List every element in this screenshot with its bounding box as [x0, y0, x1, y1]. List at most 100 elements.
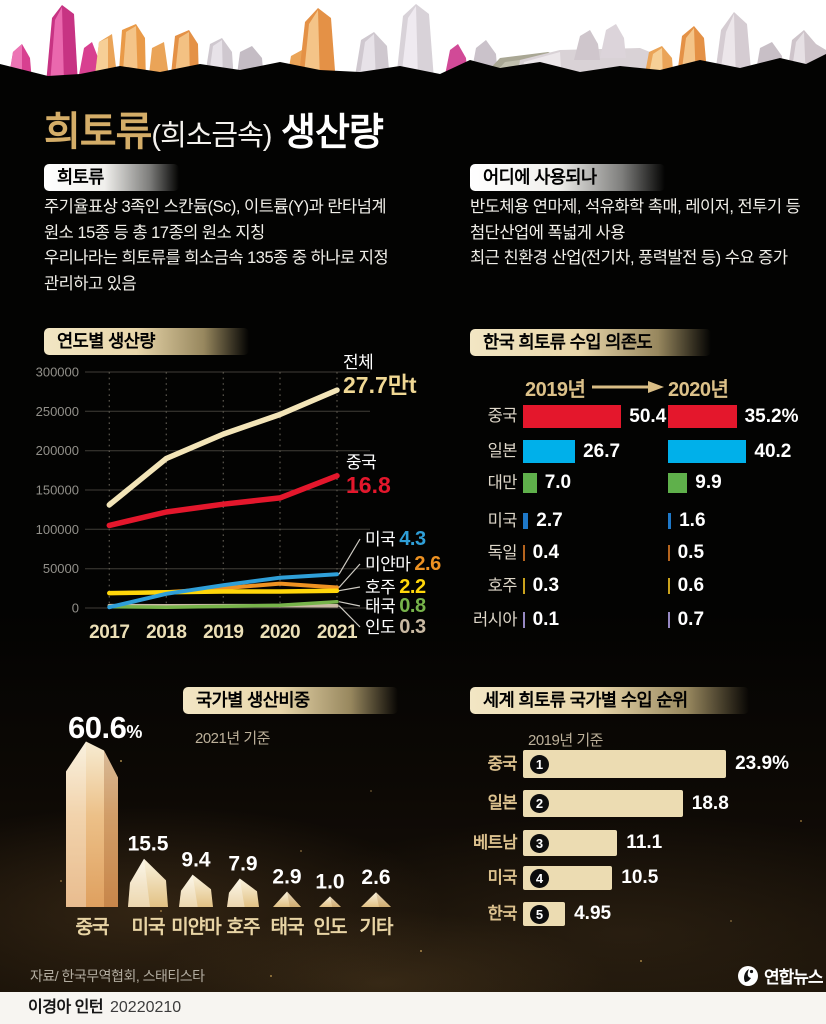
- x-axis-label: 2020: [260, 622, 300, 643]
- bar-2019: [523, 612, 525, 628]
- rank-number-badge: 1: [530, 754, 549, 774]
- ranking-bar: 2: [523, 790, 683, 817]
- legend-item: 태국 0.8: [365, 595, 426, 617]
- bar-2020: [668, 513, 672, 529]
- crystal-cluster-gray-2: [354, 4, 498, 82]
- value-2019: 26.7: [583, 441, 621, 462]
- legend-item: 미얀마 2.6: [365, 553, 441, 575]
- ranking-row: 한국 5 4.95: [470, 902, 826, 926]
- production-share-crystal-chart: 15.5 9.4 7.9 2.9 1.0 2.6: [66, 741, 391, 907]
- line-series-2: [107, 572, 339, 610]
- ranking-row: 중국 1 23.9%: [470, 750, 826, 778]
- country-label: 일본: [487, 794, 518, 812]
- bar-2020: [668, 578, 670, 594]
- country-label: 미국: [487, 869, 518, 887]
- crystal-cluster-pink-left: [8, 5, 100, 84]
- ranking-subtitle: 2019년 기준: [528, 732, 603, 749]
- bar-2019: [523, 473, 537, 493]
- x-axis-label: 2021: [317, 622, 358, 643]
- china-share-value: 60.6%: [68, 710, 142, 746]
- value-2019: 0.3: [532, 575, 560, 596]
- crystal-bar-미얀마: [179, 874, 213, 907]
- annual-production-line-chart: 0 50000 100000 150000 200000 250000 300000 2017…: [36, 353, 442, 643]
- value-2020: 1.6: [679, 510, 706, 531]
- section-production-share: 국가별 생산비중 2021년 기준 60.6% 15.5 9.4 7.9 2: [30, 680, 462, 950]
- line-series-1: [106, 473, 340, 529]
- crystal-bar-태국: [273, 891, 301, 907]
- yonhap-logo-text: 연합뉴스: [764, 968, 824, 987]
- country-label: 일본: [487, 442, 518, 460]
- column-header-2020: 2020년: [668, 379, 729, 401]
- rare-earth-description: 주기율표상 3족인 스칸듐(Sc), 이트륨(Y)과 란타넘계 원소 15종 등…: [44, 198, 389, 293]
- value-2020: 40.2: [754, 441, 792, 462]
- leader-line: [338, 605, 361, 628]
- section-header-label: 국가별 생산비중: [196, 690, 310, 710]
- y-axis-tick: 200000: [36, 443, 79, 458]
- dependency-row: 대만 7.0 9.9: [470, 473, 826, 493]
- ranking-bar: 3: [523, 830, 618, 856]
- byline-name: 이경아 인턴: [28, 999, 104, 1016]
- ground-sparkles: [120, 760, 122, 762]
- leader-line: [338, 563, 361, 588]
- country-label: 러시아: [472, 611, 518, 629]
- country-label: 미국: [487, 512, 518, 530]
- title-paren: (희소금속): [151, 120, 272, 152]
- ranking-row: 미국 4 10.5: [470, 866, 826, 890]
- bar-2020: [668, 473, 688, 493]
- ranking-value: 23.9%: [735, 753, 789, 774]
- value-2020: 0.6: [677, 575, 705, 596]
- dependency-row: 중국 50.4 35.2%: [470, 405, 826, 428]
- rank-number-badge: 5: [530, 904, 549, 924]
- bar-2020: [668, 545, 670, 561]
- share-value-label: 2.6: [361, 866, 390, 889]
- byline-date: 20220210: [110, 999, 182, 1016]
- yonhap-logo: 연합뉴스: [737, 963, 824, 988]
- china-value: 16.8: [346, 472, 391, 498]
- section-import-dependency: 한국 희토류 수입 의존도 2019년 2020년 중국 50.4 35.2% …: [470, 329, 826, 649]
- ranking-bar: 5: [523, 902, 566, 926]
- ranking-value: 18.8: [691, 793, 729, 814]
- byline-strip: 이경아 인턴 20220210: [0, 992, 826, 1024]
- section-header-label: 연도별 생산량: [57, 331, 155, 351]
- share-category-label: 중국: [75, 917, 110, 938]
- bar-2019: [523, 578, 525, 594]
- section-header-label: 세계 희토류 국가별 수입 순위: [483, 690, 688, 710]
- arrow-right-icon: [592, 381, 664, 393]
- bar-2020: [668, 612, 670, 628]
- crystal-bar-미국: [128, 858, 168, 907]
- legend-item: 미국 4.3: [365, 528, 426, 550]
- dependency-row: 독일 0.4 0.5: [470, 542, 826, 563]
- legend-item: 호주 2.2: [365, 576, 426, 598]
- share-category-label: 미얀마: [171, 917, 221, 938]
- bar-2019: [523, 405, 622, 428]
- dependency-row: 호주 0.3 0.6: [470, 575, 826, 596]
- line-series-0: [106, 387, 340, 508]
- total-label: 전체: [343, 353, 373, 372]
- value-2020: 0.5: [677, 542, 705, 563]
- share-value-label: 7.9: [228, 853, 257, 876]
- share-subtitle: 2021년 기준: [195, 730, 270, 747]
- crystal-bar-중국: [66, 741, 118, 907]
- jagged-ground-edge: [0, 54, 826, 96]
- country-label: 독일: [487, 544, 518, 562]
- section-header-label: 어디에 사용되나: [483, 167, 597, 187]
- china-label: 중국: [346, 453, 376, 472]
- x-axis-label: 2017: [89, 622, 129, 643]
- country-label: 한국: [487, 905, 518, 923]
- ranking-bar: 4: [523, 866, 613, 890]
- section-usage: 어디에 사용되나 반도체용 연마제, 석유화학 촉매, 레이저, 전투기 등 첨…: [470, 164, 822, 314]
- bar-2019: [523, 545, 525, 561]
- share-category-label: 기타: [359, 917, 394, 938]
- column-header-2019: 2019년: [525, 379, 586, 401]
- bar-2020: [668, 405, 737, 428]
- bar-2020: [668, 440, 747, 463]
- crystal-bar-기타: [361, 892, 391, 907]
- crystal-bar-인도: [319, 896, 341, 907]
- x-axis-label: 2019: [203, 622, 243, 643]
- share-category-label: 인도: [313, 917, 348, 938]
- line-series-5: [107, 599, 339, 609]
- share-category-label: 호주: [226, 917, 261, 938]
- y-axis-tick: 50000: [43, 561, 79, 576]
- share-category-label: 태국: [270, 917, 305, 938]
